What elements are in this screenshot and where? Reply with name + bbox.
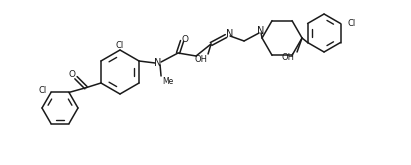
- Text: N: N: [257, 26, 265, 36]
- Text: OH: OH: [194, 55, 207, 65]
- Text: Me: Me: [162, 77, 173, 85]
- Text: Cl: Cl: [39, 86, 47, 95]
- Text: Cl: Cl: [116, 40, 124, 50]
- Text: O: O: [69, 70, 76, 79]
- Text: N: N: [226, 29, 234, 39]
- Text: Cl: Cl: [348, 19, 356, 28]
- Text: OH: OH: [281, 53, 294, 63]
- Text: N: N: [155, 58, 162, 68]
- Text: O: O: [182, 34, 189, 44]
